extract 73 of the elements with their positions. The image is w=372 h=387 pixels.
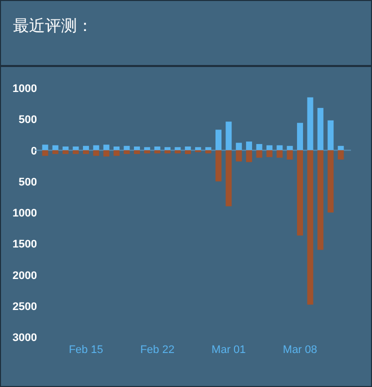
bar bbox=[236, 150, 242, 162]
bar bbox=[114, 146, 120, 150]
chart-title: 最近评测： bbox=[13, 17, 93, 35]
bar bbox=[42, 144, 48, 150]
bar bbox=[307, 150, 314, 305]
bar bbox=[266, 145, 272, 150]
y-tick-label: 500 bbox=[18, 176, 37, 188]
bar bbox=[124, 150, 130, 154]
bar bbox=[144, 147, 150, 150]
bar bbox=[266, 150, 272, 158]
bar bbox=[174, 150, 181, 154]
y-tick-label: 1000 bbox=[12, 83, 37, 95]
bar bbox=[205, 147, 212, 150]
bar bbox=[103, 150, 110, 156]
bar bbox=[154, 150, 160, 154]
bar bbox=[246, 150, 252, 162]
y-tick-label: 0 bbox=[30, 145, 37, 158]
bar bbox=[215, 130, 222, 150]
y-tick-label: 1500 bbox=[12, 238, 37, 251]
bar bbox=[103, 144, 110, 150]
bar bbox=[62, 150, 69, 154]
bar bbox=[317, 150, 324, 250]
x-tick-label: Feb 15 bbox=[68, 344, 104, 356]
bar bbox=[174, 147, 181, 150]
bar bbox=[42, 150, 48, 156]
bar bbox=[114, 150, 120, 156]
bar bbox=[72, 150, 79, 154]
bar bbox=[338, 150, 344, 160]
bar bbox=[297, 150, 304, 236]
x-tick-label: Feb 22 bbox=[140, 344, 174, 356]
bar bbox=[256, 144, 262, 150]
bar bbox=[72, 146, 79, 150]
bar bbox=[328, 150, 334, 212]
y-tick-label: 2000 bbox=[12, 270, 37, 282]
y-tick-label: 2500 bbox=[12, 300, 37, 313]
bar bbox=[52, 145, 58, 150]
bar bbox=[276, 145, 283, 150]
bar bbox=[195, 147, 202, 150]
bar bbox=[82, 146, 89, 150]
bar bbox=[134, 150, 140, 154]
bar bbox=[93, 145, 100, 150]
y-tick-label: 500 bbox=[18, 114, 37, 126]
bar bbox=[164, 150, 171, 154]
bar bbox=[134, 146, 140, 150]
bar bbox=[184, 146, 191, 150]
y-tick-label: 3000 bbox=[12, 332, 37, 344]
bar bbox=[62, 146, 69, 150]
x-tick-label: Mar 01 bbox=[212, 344, 246, 356]
bar bbox=[286, 146, 293, 150]
bar bbox=[328, 120, 334, 150]
bar bbox=[144, 150, 150, 154]
bar bbox=[164, 147, 171, 150]
bar bbox=[276, 150, 283, 158]
bar bbox=[226, 122, 232, 150]
bar bbox=[226, 150, 232, 206]
y-tick-label: 1000 bbox=[12, 208, 37, 220]
bar bbox=[286, 150, 293, 160]
bar bbox=[205, 150, 212, 154]
bar bbox=[82, 150, 89, 154]
bar bbox=[256, 150, 262, 158]
bar bbox=[154, 146, 160, 150]
bar bbox=[184, 150, 191, 154]
bar bbox=[124, 146, 130, 150]
bar bbox=[246, 142, 252, 150]
bar bbox=[317, 108, 324, 150]
bar bbox=[215, 150, 222, 182]
x-tick-label: Mar 08 bbox=[282, 344, 318, 356]
bar bbox=[338, 146, 344, 150]
bar bbox=[52, 150, 58, 154]
bar bbox=[93, 150, 100, 156]
bar bbox=[236, 142, 242, 150]
bar bbox=[297, 122, 304, 150]
bar bbox=[307, 97, 314, 150]
